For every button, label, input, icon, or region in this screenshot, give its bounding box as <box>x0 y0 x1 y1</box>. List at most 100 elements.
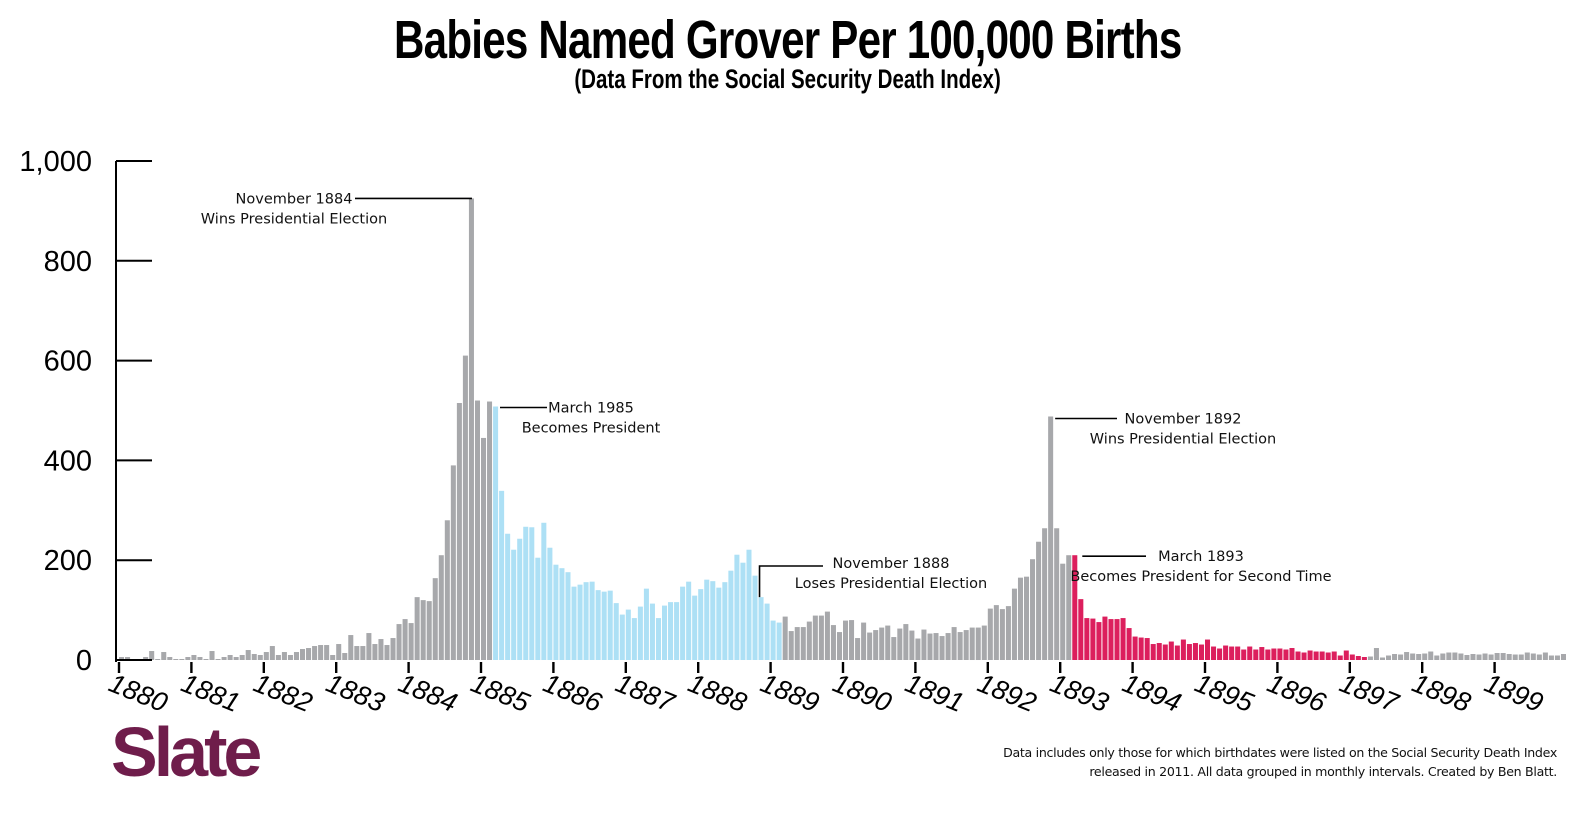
bar <box>1494 653 1500 660</box>
bar <box>1241 649 1247 660</box>
bar <box>752 575 758 660</box>
y-tick-label: 800 <box>44 246 92 278</box>
bar <box>1289 648 1295 660</box>
bar <box>595 590 601 660</box>
bar <box>1488 654 1494 660</box>
bar <box>758 597 764 660</box>
annotation-mar-1885-event: Becomes President <box>522 421 661 437</box>
bar <box>674 602 680 660</box>
bar <box>698 589 704 660</box>
bar <box>649 603 655 660</box>
bar <box>312 646 318 660</box>
bar <box>281 652 287 660</box>
x-tick-label: 1899 <box>1480 668 1547 718</box>
bar <box>1192 643 1198 660</box>
bar <box>1072 555 1078 660</box>
bar <box>921 629 927 660</box>
bar <box>945 633 951 660</box>
x-tick-label: 1888 <box>684 668 751 718</box>
bar <box>818 615 824 660</box>
bar <box>776 622 782 660</box>
bar <box>245 650 251 660</box>
bar <box>987 608 993 660</box>
bar <box>716 587 722 660</box>
bar <box>1180 639 1186 660</box>
bar <box>885 625 891 660</box>
bar <box>1168 641 1174 660</box>
bar <box>191 655 197 660</box>
bar <box>740 562 746 660</box>
bar <box>1428 651 1434 660</box>
bar <box>456 403 462 660</box>
bar <box>408 623 414 660</box>
bar <box>583 582 589 660</box>
bar <box>378 639 384 660</box>
bar <box>1084 618 1090 660</box>
bar <box>324 645 330 660</box>
bar <box>553 564 559 660</box>
bar <box>1078 599 1084 660</box>
bar <box>1386 655 1392 660</box>
bar <box>897 628 903 660</box>
bar <box>1398 654 1404 660</box>
bar <box>1150 644 1156 660</box>
y-tick-label: 400 <box>44 445 92 477</box>
annotation-mar-1885: March 1985 Becomes President <box>522 401 661 437</box>
y-tick-label: 600 <box>44 346 92 378</box>
annotation-mar-1885-date: March 1985 <box>548 401 634 417</box>
bar <box>1536 654 1542 660</box>
bar <box>873 630 879 660</box>
bar <box>1205 639 1211 660</box>
bar <box>185 657 191 660</box>
bar <box>1030 559 1036 660</box>
bar <box>547 547 553 661</box>
bar <box>788 631 794 660</box>
bar <box>1096 622 1102 660</box>
bar <box>969 627 975 661</box>
chart-title-wrap: Babies Named Grover Per 100,000 Births <box>0 10 1575 70</box>
bar <box>849 620 855 660</box>
bar <box>993 605 999 660</box>
x-tick-label: 1891 <box>901 668 968 718</box>
bar <box>722 582 728 660</box>
bar <box>173 659 179 660</box>
bar <box>1500 653 1506 660</box>
bar <box>625 609 631 660</box>
annotations-group: November 1884 Wins Presidential Election M… <box>201 191 1332 598</box>
bar <box>1295 651 1301 660</box>
bar <box>981 625 987 660</box>
bar <box>933 633 939 660</box>
bar <box>1277 648 1283 660</box>
bar <box>432 578 438 660</box>
x-tick-label: 1887 <box>612 668 680 719</box>
bar <box>487 401 493 660</box>
x-tick-label: 1898 <box>1408 668 1475 718</box>
bar <box>1253 649 1259 660</box>
y-tick-label: 1,000 <box>19 146 92 178</box>
annotation-nov-1888-date: November 1888 <box>833 556 950 572</box>
x-tick-label: 1886 <box>539 668 607 719</box>
bar <box>963 630 969 660</box>
bar <box>1548 655 1554 660</box>
bar <box>330 655 336 660</box>
bar <box>855 638 861 660</box>
x-tick-label: 1885 <box>467 668 535 719</box>
annotation-nov-1888-event: Loses Presidential Election <box>795 576 987 592</box>
bar <box>631 618 637 660</box>
bar <box>915 638 921 660</box>
bar <box>951 627 957 660</box>
bar <box>1024 576 1030 660</box>
bar <box>770 620 776 660</box>
bar <box>474 400 480 660</box>
bar <box>824 611 830 660</box>
bar <box>239 655 245 660</box>
x-tick-label: 1881 <box>177 668 244 718</box>
bar <box>499 490 505 660</box>
bar <box>1373 648 1379 660</box>
bar <box>263 652 269 660</box>
bar <box>1337 655 1343 660</box>
bar <box>861 622 867 660</box>
bar <box>1307 650 1313 660</box>
bar <box>221 657 227 660</box>
